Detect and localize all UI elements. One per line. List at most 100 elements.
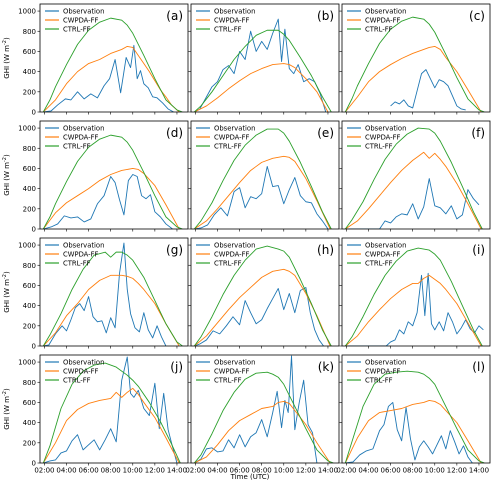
series-line-cwpda-ff — [345, 151, 482, 229]
panel-label: (i) — [472, 243, 485, 257]
x-tick-label: 14:00 — [167, 467, 187, 475]
series-line-cwpda-ff — [194, 400, 331, 463]
legend-label: CWPDA-FF — [63, 250, 99, 258]
legend-label: CWPDA-FF — [365, 133, 401, 141]
legend-label: CWPDA-FF — [214, 250, 250, 258]
series-line-observation — [345, 178, 480, 229]
x-axis-title-group: Time (UTC) — [230, 473, 270, 481]
legend-label: Observation — [214, 358, 255, 366]
x-tick-label: 06:00 — [230, 467, 250, 475]
y-axis-title: GHI (W m-2) — [2, 37, 11, 79]
series-line-observation — [43, 242, 167, 346]
panel-label: (c) — [469, 9, 485, 23]
series-line-observation — [194, 165, 329, 229]
x-tick-label: 02:00 — [336, 467, 356, 475]
y-tick-label: 0 — [32, 109, 36, 117]
axes-frame — [190, 237, 340, 347]
legend-label: CWPDA-FF — [214, 133, 250, 141]
y-tick-label: 200 — [23, 205, 36, 213]
series-line-ctrl-ff — [42, 17, 183, 112]
x-tick-label: 02:00 — [34, 467, 54, 475]
panel-label: (g) — [166, 243, 183, 257]
y-tick-label: 400 — [23, 302, 36, 310]
panel-label: (e) — [317, 126, 334, 140]
y-axis-title: GHI (W m-2) — [2, 271, 11, 313]
y-axis-title: GHI (W m-2) — [2, 388, 11, 430]
series-line-ctrl-ff — [42, 134, 183, 229]
panel-k: 02:00 04:00 06:00 08:00 10:00 12:00 14:00 Obser… — [185, 354, 340, 475]
legend-label: CWPDA-FF — [63, 367, 99, 375]
series-line-ctrl-ff — [193, 245, 332, 346]
legend-label: Observation — [365, 124, 406, 132]
series-line-observation — [194, 18, 327, 112]
x-tick-label: 06:00 — [79, 467, 99, 475]
axes-frame — [39, 120, 189, 230]
legend-label: CWPDA-FF — [365, 250, 401, 258]
legend-label: Observation — [214, 124, 255, 132]
panel-label: (k) — [318, 360, 334, 374]
series-line-cwpda-ff — [344, 399, 482, 463]
y-tick-label: 800 — [23, 379, 36, 387]
x-tick-label: 04:00 — [207, 467, 227, 475]
series-line-cwpda-ff — [42, 387, 180, 463]
x-tick-label: 10:00 — [123, 467, 143, 475]
x-tick-label: 08:00 — [403, 467, 423, 475]
axes-frame — [190, 354, 340, 464]
axes-frame — [190, 3, 340, 113]
series-line-observation — [194, 287, 324, 346]
x-tick-label: 14:00 — [318, 467, 338, 475]
series-line-ctrl-ff — [344, 247, 483, 346]
series-line-observation — [390, 69, 466, 111]
legend-label: CWPDA-FF — [214, 16, 250, 24]
legend-label: CTRL-FF — [63, 259, 91, 267]
x-tick-label: 08:00 — [101, 467, 121, 475]
legend-label: Observation — [63, 124, 104, 132]
legend-label: CTRL-FF — [365, 25, 393, 33]
legend-label: CTRL-FF — [365, 259, 393, 267]
y-tick-label: 800 — [23, 262, 36, 270]
legend-label: CTRL-FF — [63, 25, 91, 33]
y-tick-label: 600 — [23, 282, 36, 290]
series-line-observation — [194, 355, 318, 463]
series-line-cwpda-ff — [194, 155, 331, 229]
y-tick-label: 800 — [23, 145, 36, 153]
x-tick-label: 02:00 — [185, 467, 205, 475]
series-line-ctrl-ff — [344, 127, 483, 229]
y-tick-label: 0 — [32, 460, 36, 468]
y-tick-label: 0 — [32, 226, 36, 234]
y-tick-label: 0 — [32, 343, 36, 351]
x-tick-label: 10:00 — [425, 467, 445, 475]
y-tick-label: 200 — [23, 88, 36, 96]
x-tick-label: 04:00 — [56, 467, 76, 475]
series-line-cwpda-ff — [194, 63, 329, 112]
series-line-observation — [345, 272, 484, 346]
axes-frame — [341, 120, 491, 230]
y-tick-label: 1000 — [18, 359, 36, 367]
y-tick-label: 400 — [23, 68, 36, 76]
series-line-observation — [43, 44, 174, 112]
panel-label: (h) — [317, 243, 334, 257]
legend-label: Observation — [365, 241, 406, 249]
panel-label: (f) — [471, 126, 485, 140]
series-line-ctrl-ff — [344, 370, 485, 463]
x-tick-label: 12:00 — [447, 467, 467, 475]
series-line-observation — [345, 401, 473, 463]
x-tick-label: 12:00 — [296, 467, 316, 475]
axes-frame — [190, 120, 340, 230]
series-line-ctrl-ff — [42, 251, 183, 346]
